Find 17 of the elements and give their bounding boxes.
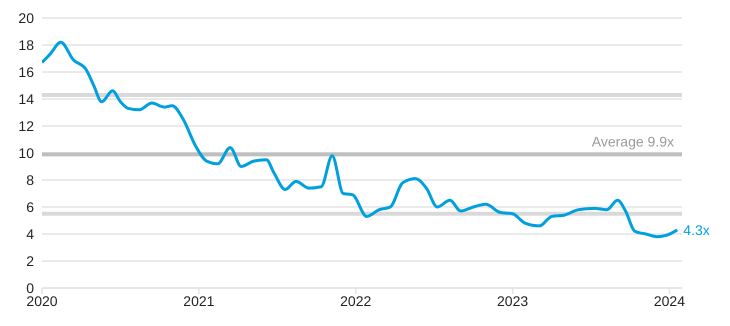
line-series (42, 40, 679, 238)
y-tick-label: 20 (18, 10, 34, 26)
x-tick-label: 2024 (654, 292, 686, 309)
y-tick-label: 18 (18, 36, 34, 53)
ref-line-label: Average 9.9x (592, 133, 674, 150)
x-tick-label: 2022 (340, 292, 372, 309)
y-tick-label: 2 (26, 252, 34, 269)
annotation: 4.3x (683, 222, 710, 238)
x-tick-label: 2021 (183, 292, 215, 309)
y-tick-label: 16 (18, 64, 34, 80)
y-tick-label: 4 (26, 226, 34, 242)
y-tick-label: 10 (18, 144, 34, 161)
y-tick-label: 12 (18, 118, 34, 134)
y-tick-label: 14 (18, 90, 34, 107)
x-tick-label: 2023 (497, 292, 528, 309)
y-tick-label: 8 (26, 172, 34, 188)
y-tick-label: 6 (26, 198, 34, 215)
